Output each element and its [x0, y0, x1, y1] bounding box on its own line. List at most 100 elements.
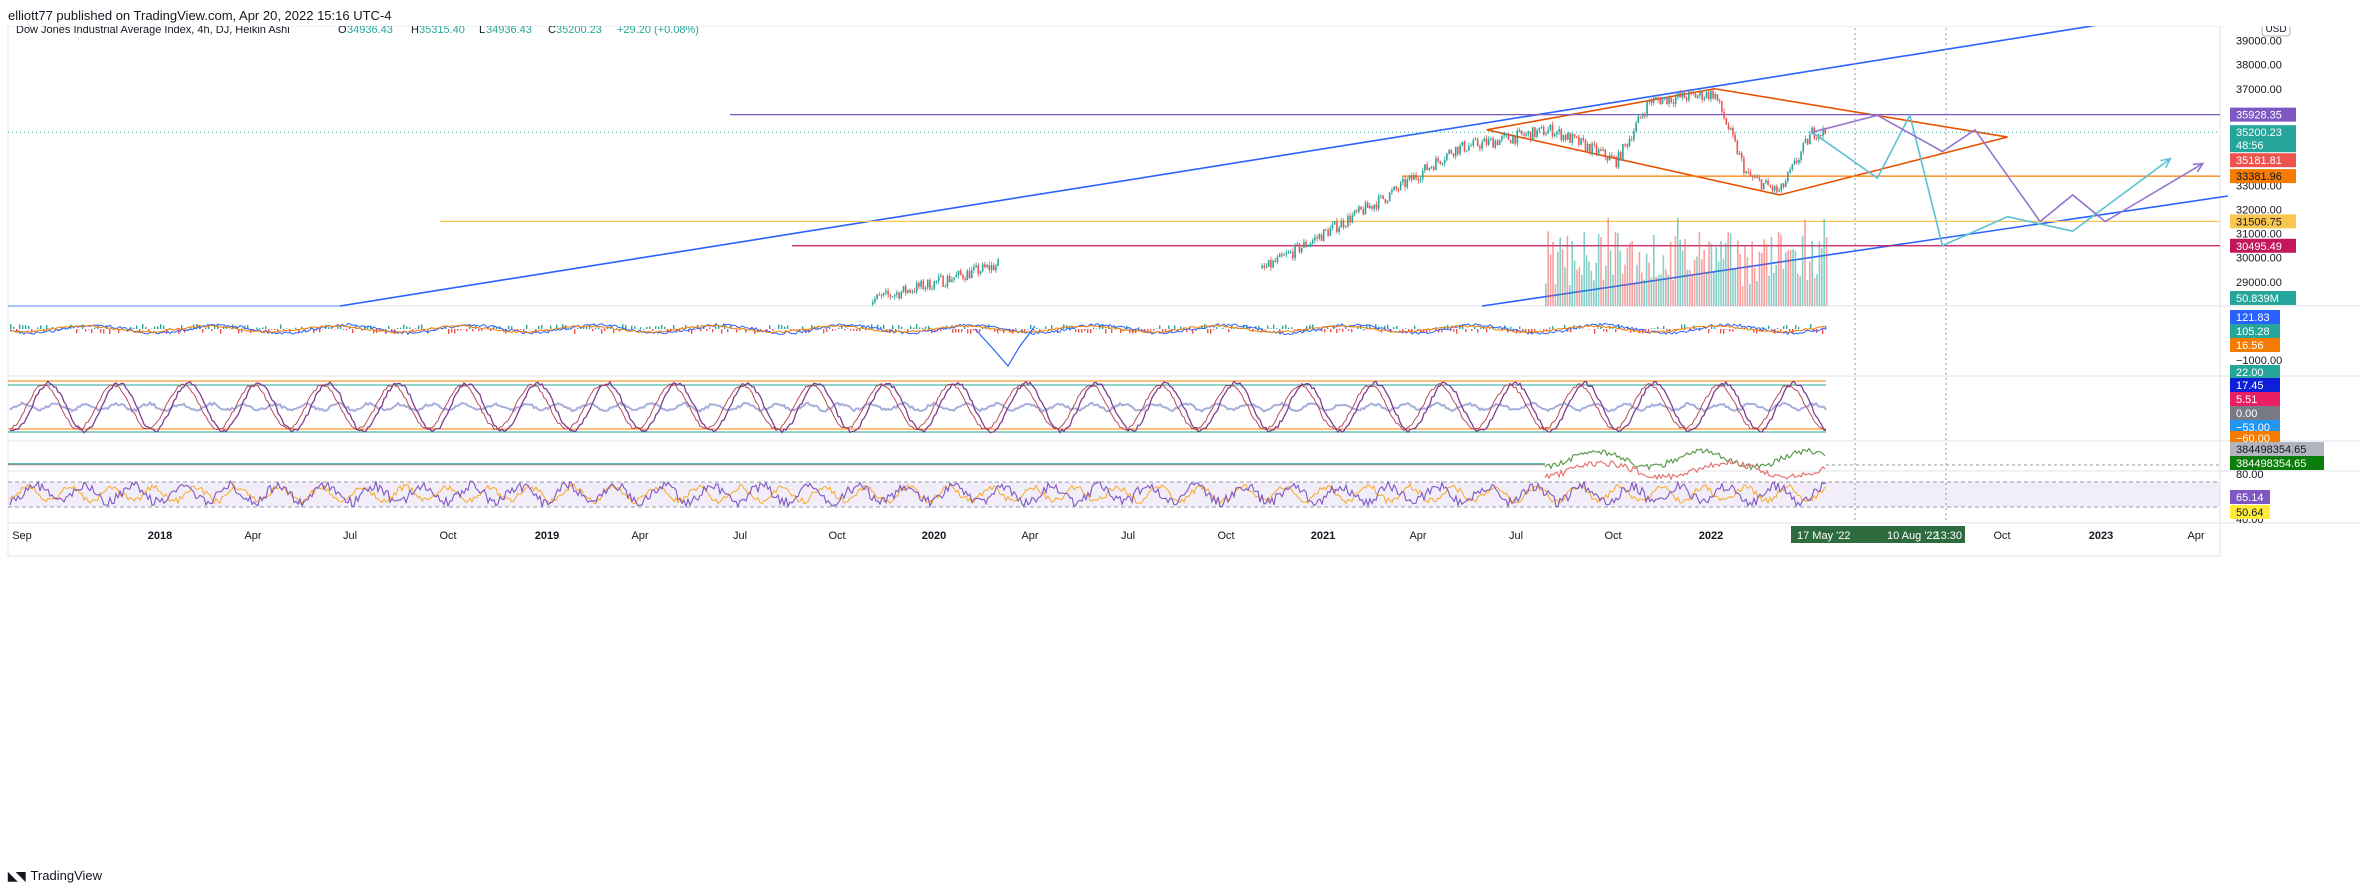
price-badge — [2230, 378, 2280, 392]
candle-body — [1274, 260, 1277, 263]
chart-svg[interactable]: Dow Jones Industrial Average Index, 4h, … — [0, 26, 2361, 866]
candle-body — [1760, 179, 1763, 190]
macd-histogram-bar — [295, 327, 297, 329]
chart-frame[interactable]: Dow Jones Industrial Average Index, 4h, … — [0, 26, 2361, 866]
candle-body — [1707, 92, 1710, 100]
volume-bar — [1753, 267, 1756, 306]
x-tick-label: Oct — [1993, 530, 2010, 542]
candle-body — [1562, 134, 1565, 141]
macd-histogram-bar — [787, 325, 789, 329]
macd-histogram-bar — [208, 325, 210, 329]
y-tick-label: 33000.00 — [2236, 180, 2282, 192]
candle-body — [1426, 164, 1428, 170]
volume-bar — [1631, 241, 1633, 306]
macd-histogram-bar — [844, 329, 846, 331]
candle-body — [1648, 100, 1651, 102]
candle-body — [1399, 182, 1402, 190]
price-badge-label: 30495.49 — [2236, 241, 2282, 253]
candle-body — [1333, 221, 1336, 225]
volume-bar — [1799, 276, 1801, 306]
macd-histogram-bar — [1408, 329, 1410, 332]
macd-histogram-bar — [1477, 329, 1479, 333]
volume-bar — [1722, 258, 1725, 306]
macd-histogram-bar — [499, 325, 501, 329]
candle-body — [1734, 134, 1736, 141]
candle-body — [1360, 206, 1362, 210]
candle-body — [1459, 145, 1461, 154]
volume-bar — [1809, 261, 1811, 306]
macd-histogram-bar — [631, 325, 633, 329]
chart-outline — [7, 26, 2221, 557]
macd-histogram-bar — [871, 324, 873, 329]
macd-histogram-bar — [1564, 324, 1566, 329]
macd-histogram-bar — [1327, 327, 1329, 329]
candle-body — [1624, 144, 1626, 146]
candle-body — [893, 294, 896, 297]
candle-body — [1749, 172, 1752, 177]
macd-histogram-bar — [457, 329, 459, 331]
candle-body — [1322, 229, 1325, 241]
macd-histogram-bar — [85, 329, 87, 332]
macd-histogram-bar — [1141, 329, 1143, 330]
volume-bar — [1665, 269, 1667, 306]
candle-body — [1437, 158, 1439, 162]
macd-histogram-bar — [700, 329, 702, 332]
macd-histogram-bar — [1450, 329, 1452, 332]
macd-histogram-bar — [469, 326, 471, 329]
macd-histogram-bar — [1309, 324, 1311, 329]
candle-body — [1485, 138, 1488, 145]
macd-histogram-bar — [1498, 328, 1500, 329]
y-tick-label: 39000.00 — [2236, 35, 2282, 47]
currency-badge[interactable] — [2261, 26, 2291, 37]
volume-bar — [1593, 280, 1595, 306]
macd-histogram-bar — [490, 329, 492, 332]
macd-histogram-bar — [1384, 325, 1386, 329]
candle-body — [1661, 99, 1664, 105]
macd-histogram-bar — [811, 325, 813, 329]
macd-histogram-bar — [658, 326, 660, 329]
macd-histogram-bar — [913, 327, 915, 329]
price-badge — [2230, 392, 2280, 406]
candle-body — [1417, 178, 1420, 181]
volume-bar — [1768, 275, 1770, 306]
macd-histogram-bar — [526, 324, 528, 329]
candle-body — [951, 279, 953, 282]
candle-body — [1743, 158, 1745, 174]
volume-bar — [1775, 264, 1777, 306]
volume-bar — [1804, 219, 1806, 306]
macd-histogram-bar — [883, 324, 885, 329]
macd-histogram-bar — [1267, 325, 1269, 329]
macd-histogram-bar — [1726, 329, 1728, 330]
candle-body — [1791, 164, 1794, 170]
candle-body — [1457, 146, 1459, 154]
volume-bar — [1770, 237, 1773, 306]
volume-bar — [1612, 274, 1614, 306]
price-badge — [2230, 169, 2296, 184]
macd-histogram-bar — [478, 329, 480, 332]
macd-histogram-bar — [1570, 329, 1572, 333]
macd-histogram-bar — [1306, 325, 1308, 329]
candle-body — [1765, 180, 1767, 184]
macd-histogram-bar — [1693, 325, 1695, 329]
candle-body — [900, 291, 903, 299]
candle-body — [1487, 139, 1490, 145]
volume-bar — [1749, 283, 1751, 306]
rsi-tick-high: 80.00 — [2236, 469, 2264, 481]
candle-body — [1683, 92, 1686, 99]
macd-histogram-bar — [685, 324, 687, 329]
candle-body — [1527, 131, 1530, 134]
macd-histogram-bar — [1534, 329, 1536, 332]
macd-histogram-bar — [769, 325, 771, 329]
candle-body — [1325, 229, 1327, 231]
volume-bar — [1717, 261, 1720, 306]
tradingview-logo-icon: ◣◥ — [8, 868, 25, 883]
macd-histogram-bar — [100, 329, 102, 333]
candle-body — [1448, 150, 1450, 154]
volume-bar — [1744, 246, 1746, 306]
candle-body — [966, 270, 969, 281]
macd-histogram-bar — [10, 324, 12, 329]
macd-histogram-bar — [343, 329, 345, 331]
candle-body — [1696, 95, 1699, 98]
macd-histogram-bar — [1381, 329, 1383, 333]
x-tick-label: Oct — [1604, 530, 1621, 542]
